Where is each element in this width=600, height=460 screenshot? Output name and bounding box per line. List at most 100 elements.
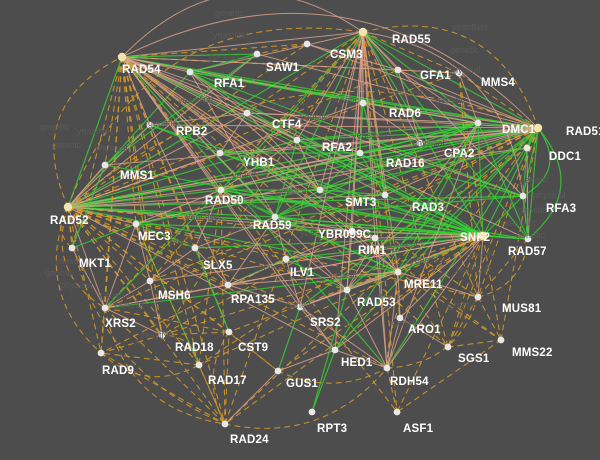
edge-physical [189,71,276,218]
graph-node-rad18[interactable] [158,331,166,339]
edge-yeastNet [274,122,479,218]
edge-genetic [67,206,102,354]
graph-node-smt3[interactable] [316,186,324,194]
graph-node-rad3[interactable] [381,191,389,199]
graph-node-mms1[interactable] [101,161,109,169]
graph-node-yhb1[interactable] [216,149,224,157]
nodes-layer[interactable] [63,27,543,428]
edge-physical [296,139,321,191]
graph-node-aro1[interactable] [396,314,404,322]
edge-physical [285,237,376,260]
graph-node-rad6[interactable] [359,99,367,107]
edge-genetic [121,56,137,225]
edge-physical [397,69,479,124]
graph-node-mec3[interactable] [132,220,140,228]
edge-yeastNet [135,223,200,366]
edge-yeastNet [359,152,386,196]
arc-edge-genetic [362,25,539,129]
edge-yeastNet [71,223,137,249]
graph-node-ctf4[interactable] [243,109,251,117]
graph-node-slx5[interactable] [191,244,199,252]
edge-physical [351,230,399,273]
edge-genetic [224,235,484,425]
graph-node-srs2[interactable] [296,303,304,311]
graph-node-rim1[interactable] [371,234,379,242]
edge-yeastNet [104,271,399,309]
edge-physical [121,56,221,154]
graph-node-dmc1[interactable] [474,119,482,127]
graph-node-rpb2[interactable] [146,121,154,129]
edge-yeastNet [67,206,484,237]
edge-genetic [161,31,364,336]
graph-node-mkt1[interactable] [68,244,76,252]
graph-node-rad59[interactable] [271,213,279,221]
graph-node-snf2[interactable] [478,231,488,241]
graph-node-msh6[interactable] [146,277,154,285]
edge-genetic [198,147,528,366]
graph-node-rpt3[interactable] [308,408,316,416]
edge-physical [135,223,151,282]
edge-physical [121,31,364,58]
graph-node-csm3[interactable] [303,40,311,48]
edge-physical [220,139,298,191]
edge-yeastNet [359,142,421,154]
graph-node-rfa3[interactable] [519,192,527,200]
graph-node-ilv1[interactable] [282,255,290,263]
graph-node-rdh54[interactable] [383,364,391,372]
graph-node-ddc1[interactable] [523,144,531,152]
edge-yeastNet [319,122,479,191]
edges-layer [67,31,539,425]
edge-physical [194,216,276,249]
graph-node-asf1[interactable] [393,408,401,416]
edge-genetic [121,56,398,413]
graph-node-rad24[interactable] [221,420,229,428]
graph-node-gfa1[interactable] [394,66,402,74]
graph-node-mms4[interactable] [455,69,463,77]
graph-node-rad51[interactable] [533,123,543,133]
graph-node-gus1[interactable] [274,367,282,375]
edge-genetic [447,296,479,348]
graph-node-rad57[interactable] [524,235,532,243]
graph-node-rad53[interactable] [343,286,351,294]
edge-physical [227,271,399,286]
graph-node-xrs2[interactable] [101,304,109,312]
graph-node-rad54[interactable] [117,52,127,62]
edge-physical [374,237,399,273]
graph-node-mus81[interactable] [474,293,482,301]
graph-node-mre11[interactable] [394,268,402,276]
graph-node-saw1[interactable] [253,50,261,58]
graph-node-rad9[interactable] [97,349,105,357]
edge-genetic [149,31,364,282]
graph-node-rfa2[interactable] [293,136,301,144]
edge-physical [346,289,388,369]
edge-physical [121,56,399,71]
edge-yeastNet [104,164,484,237]
arc-edge-genetic [477,238,529,298]
edge-genetic [100,307,106,354]
graph-node-rad17[interactable] [195,361,203,369]
edge-genetic [396,235,484,413]
edge-genetic [161,331,230,336]
graph-node-sgs1[interactable] [444,343,452,351]
graph-node-cst9[interactable] [225,328,233,336]
graph-node-rad55[interactable] [358,27,368,37]
edge-physical [346,122,479,291]
graph-node-mms22[interactable] [497,336,505,344]
edge-genetic [121,56,479,298]
edge-genetic [135,223,226,425]
graph-node-rad52[interactable] [63,202,73,212]
graph-node-rad16[interactable] [356,149,364,157]
edge-physical [104,280,151,309]
graph-node-rpa135[interactable] [224,281,232,289]
edge-physical [220,152,361,191]
edge-genetic [100,56,123,354]
edge-physical [149,124,539,129]
graph-node-rad50[interactable] [217,186,225,194]
graph-node-cpa2[interactable] [416,139,424,147]
edge-physical [67,189,321,208]
graph-node-ybr099c[interactable] [348,227,356,235]
graph-node-hed1[interactable] [331,346,339,354]
graph-node-rfa1[interactable] [186,68,194,76]
